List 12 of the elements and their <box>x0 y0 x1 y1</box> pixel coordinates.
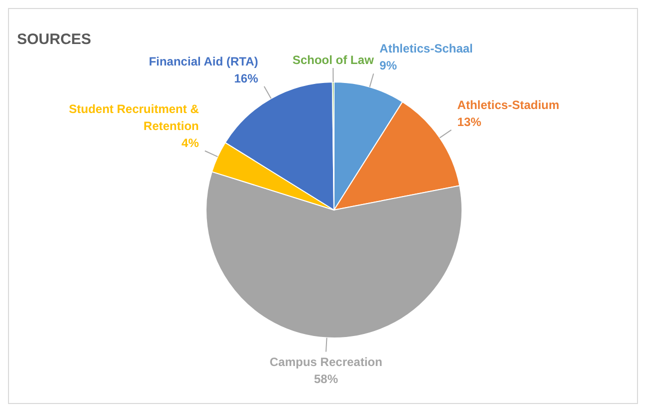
data-label: 58% <box>314 372 338 386</box>
slice-label: Athletics-Stadium <box>457 98 560 112</box>
chart-title: SOURCES <box>17 31 92 48</box>
slice-label: Athletics-Schaal <box>380 42 473 56</box>
slice-label: Student Recruitment & Retention <box>68 102 200 133</box>
data-label: 4% <box>182 136 200 150</box>
data-label: 16% <box>234 71 258 86</box>
data-label: 9% <box>380 58 398 73</box>
slice-label: Financial Aid (RTA) <box>148 54 258 68</box>
data-label: 13% <box>457 114 482 129</box>
slice-label: Campus Recreation <box>270 354 382 369</box>
slice-label: School of Law <box>292 53 374 68</box>
